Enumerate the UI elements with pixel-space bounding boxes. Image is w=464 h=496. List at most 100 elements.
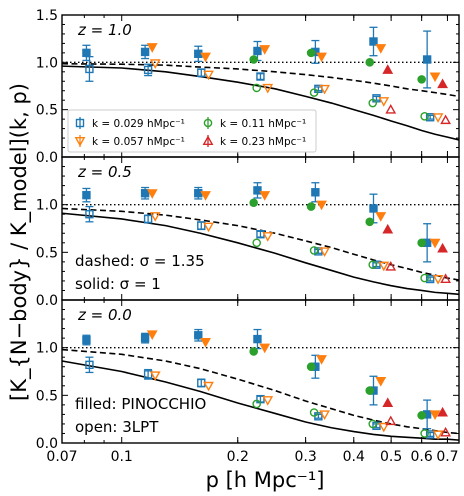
data-point-open [385, 261, 397, 271]
data-point-filled [422, 55, 432, 64]
x-tick-label: 0.1 [111, 449, 133, 465]
data-point-open [252, 83, 261, 93]
data-point-filled [437, 406, 448, 417]
data-point-filled [369, 37, 378, 46]
legend-label: k = 0.11 hMpc⁻¹ [220, 118, 306, 130]
panel-annotation: dashed: σ = 1.35 [75, 252, 205, 270]
data-point-open [197, 221, 206, 230]
data-point-filled [253, 334, 262, 344]
data-point-filled [306, 362, 316, 372]
data-point-open [149, 212, 161, 222]
data-point-open [309, 246, 319, 255]
data-point-filled [249, 198, 258, 208]
data-point-open [309, 88, 319, 97]
data-point-open [432, 275, 444, 285]
data-point-open [432, 430, 444, 441]
legend-label: k = 0.057 hMpc⁻¹ [92, 136, 185, 148]
legend-marker [203, 118, 213, 128]
data-point-open [143, 214, 153, 224]
x-tick-label: 0.3 [294, 449, 316, 465]
data-point-filled [375, 377, 387, 387]
data-point-open [149, 371, 161, 381]
panel-2: 0.0 0.5 1.0 z = 0.5 dashed: σ = 1.35 solid: σ… [36, 156, 460, 309]
data-point-filled [429, 72, 441, 83]
data-point-filled [200, 52, 211, 63]
data-point-filled [82, 48, 91, 58]
data-point-filled [259, 45, 271, 55]
data-point-filled [249, 55, 258, 64]
y-tick-label: 0.0 [36, 293, 58, 309]
y-tick-label: 1.0 [36, 341, 58, 357]
data-point-open [420, 273, 429, 283]
data-point-filled [382, 64, 394, 74]
legend-label: k = 0.23 hMpc⁻¹ [220, 136, 306, 148]
data-point-filled [365, 58, 375, 67]
curve-solid [61, 65, 460, 141]
data-point-filled [146, 189, 158, 199]
data-point-open [309, 408, 319, 417]
data-point-open [319, 247, 330, 258]
data-point-open [256, 72, 265, 81]
data-point-filled [306, 48, 316, 58]
data-point-filled [417, 411, 426, 420]
data-point-open [372, 260, 381, 269]
data-point-filled [146, 330, 158, 340]
y-tick-label: 1.0 [36, 55, 58, 71]
panel-frame [61, 299, 460, 444]
panel-annotation: open: 3LPT [75, 418, 159, 436]
data-point-filled [429, 238, 441, 249]
data-point-filled [200, 337, 211, 348]
legend-label: k = 0.029 hMpc⁻¹ [92, 118, 185, 130]
data-point-open [319, 410, 330, 421]
data-point-open [368, 419, 378, 429]
data-point-filled [194, 49, 203, 59]
data-point-filled [316, 200, 327, 211]
legend-marker [202, 135, 214, 146]
data-point-filled [140, 47, 150, 57]
data-point-filled [194, 189, 203, 198]
data-point-filled [140, 189, 150, 198]
legend: k = 0.029 hMpc⁻¹ k = 0.057 hMpc⁻¹ k = 0.11… [67, 109, 317, 153]
data-point-filled [82, 335, 91, 345]
data-point-open [368, 260, 378, 270]
data-point-filled [375, 44, 387, 54]
data-point-filled [146, 43, 158, 53]
legend-box [67, 109, 317, 153]
data-point-open [262, 232, 274, 242]
curve-solid [61, 360, 460, 441]
x-tick-label: 0.07 [46, 449, 77, 465]
y-tick-label: 1.5 [36, 8, 58, 24]
data-point-filled [249, 347, 258, 356]
data-point-open [252, 238, 261, 248]
data-point-open [385, 415, 397, 426]
y-tick-label: 0.5 [36, 103, 58, 119]
curve-dashed [61, 348, 460, 435]
data-point-filled [365, 386, 375, 395]
y-tick-label: 0.0 [36, 436, 58, 452]
curve-solid [61, 212, 460, 296]
data-point-filled [375, 212, 387, 222]
data-point-open [252, 399, 261, 409]
data-point-filled [369, 204, 378, 213]
panel-annotation: solid: σ = 1 [75, 275, 161, 293]
data-point-open [378, 261, 390, 272]
data-point-filled [82, 190, 91, 200]
data-point-open [420, 111, 429, 121]
x-tick-label: 0.4 [343, 449, 365, 465]
data-point-filled [259, 191, 271, 201]
curve-dashed [61, 207, 460, 281]
y-tick-label: 0.0 [36, 150, 58, 166]
panel-label: z = 0.5 [77, 163, 132, 181]
data-point-open [85, 209, 94, 219]
data-point-filled [194, 331, 203, 340]
y-tick-label: 0.5 [36, 245, 58, 261]
data-point-filled [259, 343, 271, 354]
data-point-filled [417, 238, 426, 248]
data-point-filled [382, 223, 394, 234]
data-point-open [203, 70, 214, 81]
data-point-open [425, 113, 435, 122]
data-point-open [203, 222, 214, 233]
x-tick-label: 0.2 [227, 449, 249, 465]
panel-annotation: filled: PINOCCHIO [75, 395, 206, 413]
